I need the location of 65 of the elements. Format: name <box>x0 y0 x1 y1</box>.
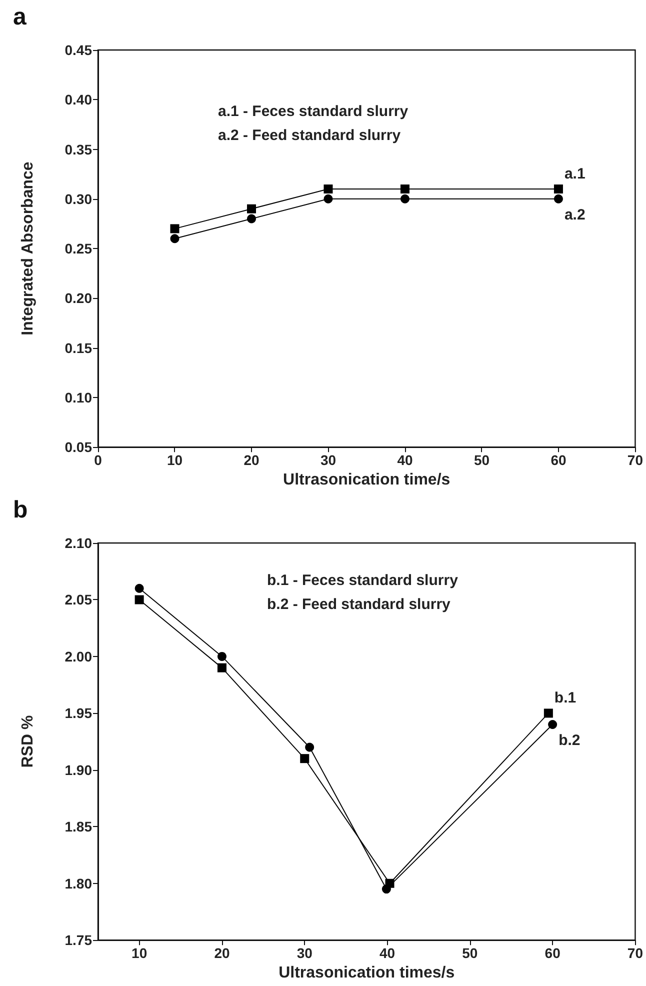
y-axis-title: Integrated Absorbance <box>20 162 36 336</box>
series-label: b.1 <box>554 690 576 707</box>
y-tick-label: 0.10 <box>64 389 92 406</box>
point <box>300 754 310 764</box>
annotation: a.1 - Feces standard slurry <box>218 103 409 120</box>
x-tick-label: 70 <box>627 452 644 468</box>
series-label: a.2 <box>564 206 586 224</box>
point <box>544 708 553 718</box>
y-tick-label: 0.05 <box>64 439 92 456</box>
x-tick-label: 20 <box>214 945 230 962</box>
chart-title: b <box>13 496 28 524</box>
x-tick-label: 30 <box>320 452 336 468</box>
x-tick-label: 20 <box>244 452 260 468</box>
y-tick-label: 2.05 <box>64 592 92 608</box>
x-tick-label: 10 <box>132 945 148 962</box>
annotation: b.1 - Feces standard slurry <box>267 572 459 589</box>
point <box>548 720 558 730</box>
annotation: b.2 - Feed standard slurry <box>267 596 452 613</box>
x-tick-label: 40 <box>379 945 396 962</box>
y-tick-label: 0.25 <box>64 240 92 257</box>
x-tick-label: 60 <box>544 945 561 962</box>
point <box>400 194 410 204</box>
point <box>217 652 226 661</box>
point <box>217 663 226 672</box>
point <box>134 595 144 604</box>
x-axis-title: Ultrasonication times/s <box>278 964 455 982</box>
y-tick-label: 1.90 <box>64 762 92 778</box>
y-tick-label: 1.80 <box>64 875 92 892</box>
x-tick-label: 50 <box>474 452 490 468</box>
x-tick-label: 30 <box>296 945 313 962</box>
y-tick-label: 1.95 <box>64 705 92 722</box>
y-tick-label: 1.75 <box>64 932 92 948</box>
point <box>170 234 180 244</box>
x-tick-label: 70 <box>627 945 644 962</box>
point <box>400 184 410 194</box>
series-label: b.2 <box>558 732 580 750</box>
x-tick-label: 40 <box>397 452 413 468</box>
x-tick-label: 10 <box>166 452 183 468</box>
y-tick-label: 2.00 <box>64 648 92 664</box>
point <box>246 204 256 214</box>
y-tick-label: 0.35 <box>64 141 92 158</box>
y-tick-label: 0.40 <box>64 92 92 108</box>
y-tick-label: 0.20 <box>64 290 92 306</box>
y-tick-label: 2.10 <box>64 535 92 551</box>
y-tick-label: 0.15 <box>64 340 92 356</box>
x-tick-label: 50 <box>462 945 478 962</box>
point <box>324 184 333 194</box>
point <box>382 884 391 894</box>
x-tick-label: 60 <box>550 452 566 468</box>
y-tick-label: 0.30 <box>64 190 92 207</box>
point <box>247 214 256 224</box>
point <box>170 224 180 234</box>
point <box>305 742 314 752</box>
x-tick-label: 0 <box>94 452 102 468</box>
y-tick-label: 1.85 <box>64 818 92 835</box>
chart-title: a <box>13 4 27 30</box>
point <box>324 194 333 204</box>
x-axis-title: Ultrasonication time/s <box>283 472 450 488</box>
point <box>554 184 563 194</box>
y-axis-title: RSD % <box>20 715 36 768</box>
point <box>554 194 563 204</box>
series-label: a.1 <box>564 165 586 182</box>
annotation: a.2 - Feed standard slurry <box>218 127 402 144</box>
y-tick-label: 0.45 <box>64 42 92 58</box>
point <box>134 584 144 593</box>
